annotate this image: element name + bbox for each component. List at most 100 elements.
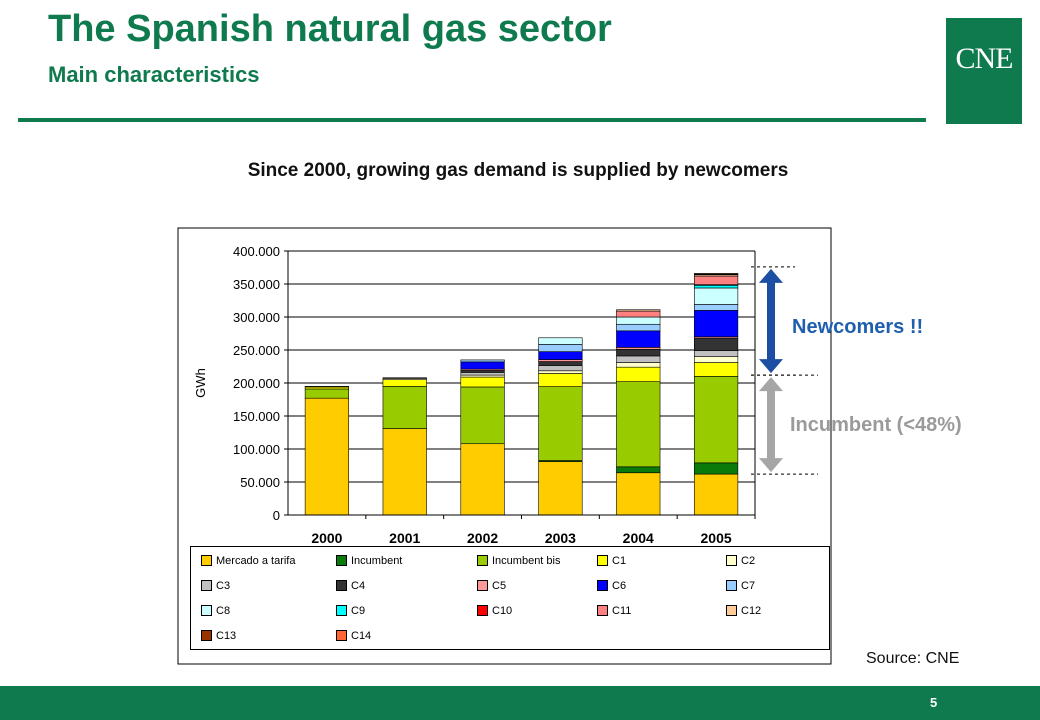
legend-swatch [201, 629, 212, 641]
bar-segment [616, 330, 661, 348]
bar-segment [693, 350, 739, 357]
bar-segment [460, 359, 505, 363]
bar-segment [693, 356, 739, 363]
legend-swatch [336, 604, 347, 616]
legend-item: Incumbent bis [477, 553, 560, 569]
x-tick-label: 2003 [545, 530, 576, 546]
legend-label: Incumbent [351, 555, 403, 567]
legend-swatch [477, 604, 488, 616]
bar-segment [693, 310, 739, 338]
bar-segment [538, 365, 583, 372]
legend-label: C2 [741, 555, 756, 567]
bar-segment [538, 373, 583, 387]
bar-segment [538, 361, 583, 366]
newcomers-arrow-shaft [767, 280, 775, 362]
bar-segment [693, 304, 739, 311]
axes: 0 50.000 100.000 150.000 200.000 250.000 300.0… [233, 244, 756, 546]
bar-segment [460, 376, 505, 388]
bar-segment [616, 472, 661, 516]
bar-segment [382, 428, 427, 516]
x-tick-label: 2002 [467, 530, 498, 546]
bar-segment [538, 386, 583, 461]
legend-label: Incumbent bis [492, 555, 561, 567]
x-tick-label: 2004 [623, 530, 654, 546]
y-tick-label: 50.000 [240, 475, 280, 490]
bar-segment [616, 381, 661, 468]
legend-label: C8 [216, 605, 231, 617]
logo-text: CNE [955, 42, 1014, 75]
legend-label: Mercado a tarifa [216, 555, 296, 567]
legend-item: C13 [201, 628, 236, 644]
y-tick-label: 300.000 [233, 310, 280, 325]
legend-item: C1 [597, 553, 626, 569]
bar-segment [538, 337, 583, 345]
bar-segment [693, 337, 739, 351]
newcomers-arrow-head-down [759, 359, 783, 374]
legend-swatch [201, 554, 212, 566]
x-tick-label: 2000 [311, 530, 342, 546]
legend-label: C12 [741, 605, 762, 617]
bar-segment [616, 316, 661, 325]
bar-segment [616, 355, 661, 363]
legend-label: C13 [216, 630, 237, 642]
legend-item: C2 [726, 553, 755, 569]
y-tick-label: 200.000 [233, 376, 280, 391]
legend-swatch [597, 579, 608, 591]
legend-item: C3 [201, 578, 230, 594]
bar-segment [693, 287, 739, 305]
legend-item: C8 [201, 603, 230, 619]
legend-swatch [336, 579, 347, 591]
annotation-arrows [751, 266, 818, 475]
bar-segment [616, 310, 661, 318]
bar-segment [460, 372, 505, 376]
bar-segment [382, 385, 427, 429]
legend-swatch [726, 604, 737, 616]
bar-segment [538, 351, 583, 360]
header-divider [18, 118, 926, 122]
legend-swatch [477, 554, 488, 566]
bar-segment [304, 388, 350, 399]
legend-item: C6 [597, 578, 626, 594]
y-tick-label: 400.000 [233, 244, 280, 259]
legend-swatch [201, 579, 212, 591]
bar-segment [616, 362, 661, 368]
legend-label: C9 [351, 605, 366, 617]
legend-label: C5 [492, 580, 507, 592]
legend-item: C7 [726, 578, 755, 594]
chart-headline: Since 2000, growing gas demand is suppli… [247, 160, 789, 181]
legend-label: C3 [216, 580, 231, 592]
newcomers-arrow-head-up [759, 268, 783, 283]
bar-segment [304, 385, 350, 388]
legend-label: C11 [612, 605, 632, 617]
x-tick-label: 2005 [701, 530, 732, 546]
bar-segment [382, 377, 427, 379]
bar-segment [616, 323, 661, 332]
bar-segment [693, 273, 739, 275]
legend-label: C1 [612, 555, 627, 567]
bar-segment [693, 376, 739, 464]
cne-logo: CNE [946, 18, 1022, 124]
legend-label: C14 [351, 630, 372, 642]
bar-segment [693, 362, 739, 377]
legend-item: C14 [336, 628, 371, 644]
page-number: 5 [930, 695, 938, 710]
y-tick-label: 250.000 [233, 343, 280, 358]
legend-item: Mercado a tarifa [201, 553, 295, 569]
gridlines [288, 250, 755, 483]
y-tick-label: 150.000 [233, 409, 280, 424]
bar-segment [304, 397, 350, 516]
legend-label: C4 [351, 580, 366, 592]
bar-segment [616, 349, 661, 357]
newcomers-annotation: Newcomers !! [792, 316, 924, 338]
legend-item: C9 [336, 603, 365, 619]
legend-label: C10 [492, 605, 513, 617]
bar-segment [538, 370, 583, 374]
legend-label: C6 [612, 580, 627, 592]
incumbent-arrow-head-up [759, 377, 783, 392]
y-axis-label: GWh [193, 368, 208, 398]
legend-swatch [597, 554, 608, 566]
bar-segment [616, 466, 661, 474]
legend-item: Incumbent [336, 553, 402, 569]
legend-swatch [726, 554, 737, 566]
incumbent-arrow-head-down [759, 458, 783, 473]
